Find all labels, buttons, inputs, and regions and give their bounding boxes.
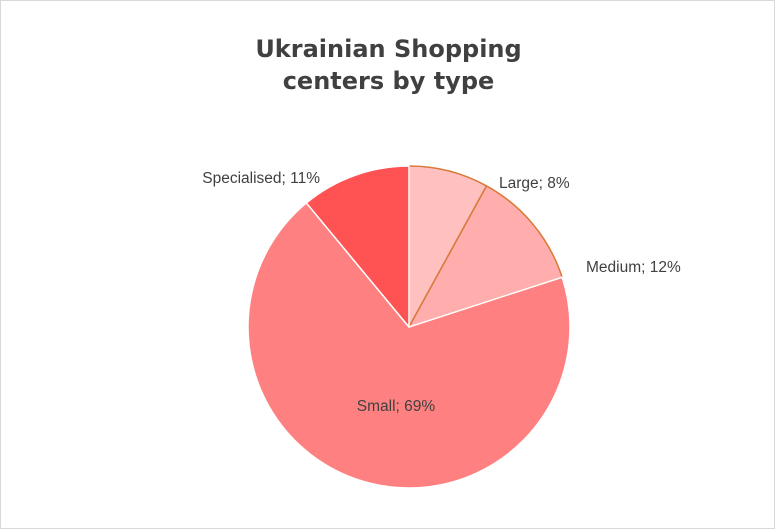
data-label-large: Large; 8% xyxy=(499,175,570,192)
data-label-small: Small; 69% xyxy=(357,398,436,415)
data-label-specialised: Specialised; 11% xyxy=(202,170,320,187)
chart-title: Ukrainian Shopping centers by type xyxy=(255,35,522,95)
pie-slice-small xyxy=(247,202,571,489)
data-label-medium: Medium; 12% xyxy=(586,259,681,276)
pie-slice-specialised xyxy=(305,165,410,328)
pie-slice-medium xyxy=(408,185,563,328)
